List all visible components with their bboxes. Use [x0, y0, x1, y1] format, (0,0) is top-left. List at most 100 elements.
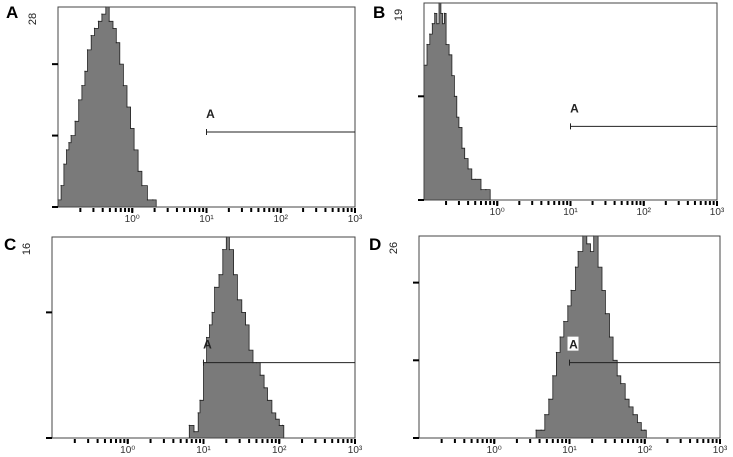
histogram-bin	[146, 199, 148, 201]
histogram-bin	[188, 424, 190, 426]
panel-label: C	[4, 235, 16, 254]
histogram-bin	[245, 324, 247, 326]
histogram-bin	[141, 185, 143, 187]
histogram-bin	[624, 398, 626, 400]
x-tick-label: 10¹	[199, 214, 214, 225]
histogram-bin	[552, 375, 554, 377]
histogram-bin	[461, 147, 463, 149]
histogram-bin	[133, 149, 135, 151]
histogram-bin	[620, 383, 622, 385]
histogram-bin	[640, 429, 642, 431]
x-tick-label: 10²	[637, 207, 652, 218]
histogram-area	[535, 235, 649, 439]
x-tick-label: 10³	[713, 445, 728, 456]
histogram-bin	[97, 20, 99, 22]
x-tick-label: 10⁰	[120, 445, 135, 456]
histogram-bin	[248, 349, 250, 351]
histogram-bin	[137, 170, 139, 172]
histogram-bin	[115, 42, 117, 44]
histogram-bin	[199, 399, 201, 401]
histogram-bin	[281, 424, 283, 426]
histogram-bin	[152, 199, 154, 201]
histogram-bin	[574, 266, 577, 268]
histogram-bin	[119, 63, 121, 65]
histogram-bin	[90, 35, 92, 37]
histogram-bin	[570, 289, 572, 291]
x-tick-label: 10³	[348, 445, 363, 456]
histogram-bin	[451, 75, 453, 77]
histogram-bin	[206, 336, 208, 339]
histogram-bin	[597, 266, 599, 268]
histogram-bin	[214, 286, 216, 288]
histogram-panel-a: A 28 10⁰ 10¹ 10² 10³ A	[6, 3, 363, 225]
histogram-panel-d: D 26 10⁰ 10¹ 10² 10³ A	[369, 235, 728, 456]
histogram-bin	[68, 142, 70, 144]
histogram-bin	[275, 418, 277, 420]
histogram-bin	[467, 168, 469, 170]
histogram-bin	[86, 49, 89, 51]
histogram-bin	[567, 305, 569, 307]
x-tick-label: 10⁰	[490, 207, 505, 218]
x-tick-label: 10¹	[562, 445, 577, 456]
histogram-bin	[228, 249, 230, 251]
histogram-bin	[612, 359, 614, 361]
gate-label: A	[206, 107, 215, 121]
x-tick-label: 10¹	[196, 445, 211, 456]
x-tick-label: 10²	[272, 445, 287, 456]
y-max-label: 19	[393, 9, 405, 21]
histogram-bin	[112, 27, 114, 29]
histogram-bin	[101, 13, 103, 15]
histogram-bin	[559, 336, 561, 338]
histogram-bin	[616, 375, 618, 377]
histogram-bin	[555, 351, 558, 354]
gate-label: A	[569, 338, 578, 352]
histogram-bin	[218, 274, 220, 276]
histogram-bin	[453, 95, 455, 97]
x-tick-label: 10¹	[563, 207, 578, 218]
panel-label: B	[373, 3, 385, 22]
x-tick-label: 10²	[638, 445, 653, 456]
histogram-bin	[586, 243, 588, 245]
histogram-bin	[266, 399, 269, 401]
y-max-label: 26	[388, 242, 400, 254]
histogram-bin	[65, 149, 68, 151]
panel-label: A	[6, 3, 18, 22]
histogram-bin	[601, 289, 603, 291]
histogram-bin	[60, 185, 62, 187]
x-tick-label: 10²	[274, 214, 289, 225]
histogram-bin	[548, 398, 550, 400]
histogram-bin	[442, 23, 444, 25]
histogram-bin	[577, 250, 579, 253]
histogram-bin	[122, 85, 124, 87]
histogram-bin	[108, 20, 110, 22]
histogram-bin	[193, 431, 195, 433]
gate-label: A	[570, 101, 579, 115]
histogram-bin	[535, 429, 537, 431]
histogram-panel-c: C 16 10⁰ 10¹ 10² 10³ A	[4, 235, 363, 456]
histogram-bin	[431, 23, 433, 25]
histogram-bin	[448, 54, 450, 56]
histogram-bin	[445, 43, 447, 46]
histogram-bin	[259, 374, 261, 376]
histogram-bin	[93, 27, 96, 29]
plot-frame	[423, 2, 718, 201]
histogram-bin	[222, 249, 224, 251]
histogram-bin	[604, 313, 607, 315]
histogram-bin	[443, 12, 445, 14]
histogram-bin	[241, 311, 243, 313]
gate-label: A	[203, 338, 212, 352]
histogram-panel-b: B 19 10⁰ 10¹ 10² 10³ A	[373, 2, 725, 218]
histogram-bin	[208, 324, 211, 326]
histogram-bin	[563, 320, 565, 323]
histogram-area	[57, 6, 159, 208]
histogram-bin	[589, 250, 592, 253]
histogram-bin	[236, 299, 238, 301]
histogram-bin	[436, 23, 438, 25]
histogram-bin	[70, 135, 72, 137]
histogram-bin	[544, 414, 546, 416]
histogram-bin	[632, 414, 634, 416]
histogram-bin	[429, 33, 431, 35]
histogram-area	[423, 2, 493, 201]
plot-frame	[57, 6, 356, 208]
